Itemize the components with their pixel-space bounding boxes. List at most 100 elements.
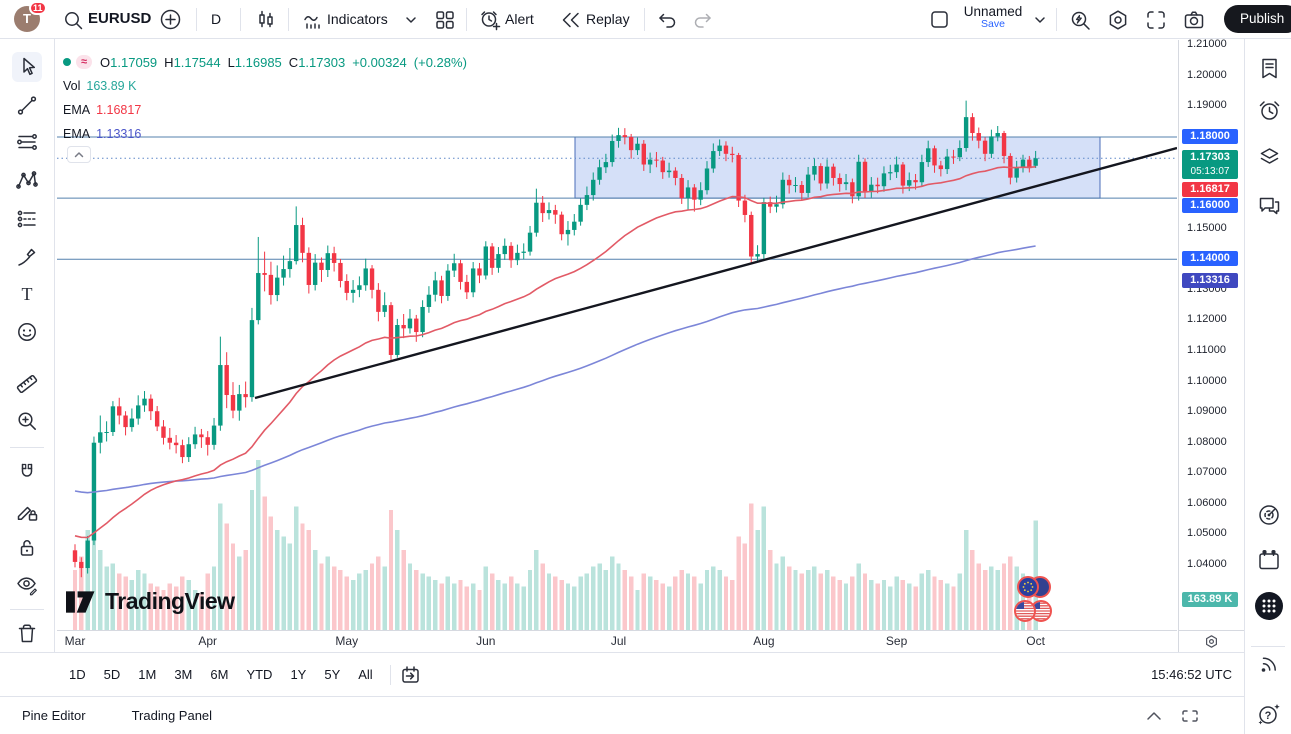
volume-label: Vol <box>63 79 81 93</box>
symbol-search-button[interactable]: EURUSD <box>88 10 152 27</box>
panel-collapse-chevron-icon[interactable] <box>1144 708 1164 724</box>
utc-clock[interactable]: 15:46:52 UTC <box>1151 667 1232 682</box>
help-icon[interactable]: ? <box>1254 699 1284 729</box>
watchlist-icon[interactable] <box>1254 53 1284 83</box>
price-axis-label: 1.05000 <box>1187 527 1227 540</box>
series-status-dot <box>63 58 71 66</box>
legend-ohlc-row[interactable]: ≈ O 1.17059 H 1.17544 L 1.16985 C 1.1730… <box>63 50 474 74</box>
layout-grid-icon[interactable] <box>433 8 456 31</box>
price-badge-current-price: 1.17303 05:13:07 <box>1182 150 1238 179</box>
tradingview-watermark: TradingView <box>66 588 235 615</box>
time-axis-month-mar: Mar <box>64 634 86 648</box>
projection-tool-icon[interactable] <box>12 204 42 234</box>
price-axis-label: 1.04000 <box>1187 557 1227 570</box>
replay-button[interactable]: Replay <box>586 11 630 27</box>
legend-collapse-button[interactable] <box>67 146 91 163</box>
brush-tool-icon[interactable] <box>12 242 42 272</box>
range-button-ytd[interactable]: YTD <box>246 667 273 682</box>
range-button-6m[interactable]: 6M <box>210 667 229 682</box>
indicators-button[interactable]: Indicators <box>327 11 388 27</box>
time-axis[interactable]: Mar Apr May Jun Jul Aug Sep Oct <box>57 630 1177 652</box>
time-axis-month-aug: Aug <box>753 634 775 648</box>
ema-slow-line[interactable] <box>74 245 1036 494</box>
economic-calendar-icon[interactable] <box>1254 546 1284 576</box>
compare-add-icon[interactable] <box>159 8 182 31</box>
price-axis-label: 1.20000 <box>1187 68 1227 81</box>
us-event-marker[interactable] <box>1014 600 1052 622</box>
remove-drawings-trash-icon[interactable] <box>12 619 42 649</box>
magnet-tool-icon[interactable] <box>12 458 42 488</box>
hide-drawings-eye-icon[interactable] <box>12 570 42 600</box>
screener-radar-icon[interactable] <box>1254 500 1284 530</box>
fib-retracement-tool-icon[interactable] <box>12 127 42 157</box>
cursor-tool-icon[interactable] <box>12 52 42 82</box>
price-axis-label: 1.10000 <box>1187 374 1227 387</box>
pine-editor-tab[interactable]: Pine Editor <box>22 708 86 723</box>
eu-event-marker[interactable] <box>1017 576 1051 598</box>
legend-volume-row[interactable]: Vol 163.89 K <box>63 74 474 98</box>
trendline-drawing[interactable] <box>254 146 1177 400</box>
volume-series <box>72 460 1038 630</box>
search-icon[interactable] <box>62 9 84 31</box>
alerts-panel-icon[interactable] <box>1254 95 1284 125</box>
chat-icon[interactable] <box>1254 190 1284 220</box>
zoom-in-tool-icon[interactable] <box>12 406 42 436</box>
range-button-3m[interactable]: 3M <box>174 667 193 682</box>
legend-ema-fast-row[interactable]: EMA 1.16817 <box>63 98 474 122</box>
alert-button[interactable]: Alert <box>505 11 534 27</box>
undo-icon[interactable] <box>656 10 678 30</box>
fullscreen-icon[interactable] <box>1144 8 1168 32</box>
quick-search-icon[interactable] <box>1068 8 1092 32</box>
interval-button[interactable]: D <box>211 11 222 27</box>
price-axis-label: 1.11000 <box>1187 343 1226 356</box>
range-button-1m[interactable]: 1M <box>138 667 157 682</box>
high-label: H <box>164 54 174 70</box>
legend-ema-slow-row[interactable]: EMA 1.13316 <box>63 122 474 146</box>
range-button-5d[interactable]: 5D <box>103 667 121 682</box>
pattern-tool-icon[interactable] <box>12 165 42 195</box>
measure-tool-icon[interactable] <box>12 369 42 399</box>
range-button-5y[interactable]: 5Y <box>324 667 341 682</box>
price-axis[interactable]: 1.21000 1.20000 1.19000 1.15000 1.13000 1.120… <box>1178 38 1244 652</box>
drawing-mode-lock-icon[interactable] <box>12 496 42 526</box>
chart-type-icon[interactable] <box>254 8 277 31</box>
footer-bar: Pine Editor Trading Panel <box>0 696 1244 734</box>
svg-text:T: T <box>22 284 33 304</box>
go-to-date-icon[interactable] <box>399 664 421 686</box>
time-axis-month-jun: Jun <box>476 634 496 648</box>
high-value: 1.17544 <box>173 54 221 70</box>
price-axis-settings-gear-icon[interactable] <box>1204 634 1219 649</box>
lock-all-drawings-icon[interactable] <box>12 533 42 563</box>
chart-pane[interactable] <box>57 40 1177 630</box>
range-button-1y[interactable]: 1Y <box>290 667 307 682</box>
price-axis-label: 1.15000 <box>1187 221 1227 234</box>
redo-icon[interactable] <box>692 10 714 30</box>
camera-snapshot-icon[interactable] <box>1182 8 1206 32</box>
apps-grid-icon[interactable] <box>1254 591 1284 621</box>
layout-save-button[interactable]: Unnamed Save <box>957 4 1029 30</box>
range-button-1d[interactable]: 1D <box>69 667 86 682</box>
settings-gear-icon[interactable] <box>1106 8 1130 32</box>
price-axis-label: 1.08000 <box>1187 435 1227 448</box>
save-label[interactable]: Save <box>981 18 1005 30</box>
range-button-all[interactable]: All <box>358 667 373 682</box>
close-label: C <box>288 54 299 70</box>
indicator-templates-chevron-icon[interactable] <box>404 14 418 26</box>
trend-line-tool-icon[interactable] <box>12 90 42 120</box>
layout-square-icon[interactable] <box>928 8 951 31</box>
object-tree-layers-icon[interactable] <box>1254 142 1284 172</box>
time-axis-month-may: May <box>335 634 359 648</box>
layout-chevron-icon[interactable] <box>1033 14 1047 26</box>
low-label: L <box>227 54 235 70</box>
streams-broadcast-icon[interactable] <box>1254 649 1284 679</box>
indicators-icon <box>302 9 324 31</box>
price-axis-label: 1.21000 <box>1187 38 1227 51</box>
panel-maximize-icon[interactable] <box>1180 707 1200 725</box>
text-tool-icon[interactable]: T <box>12 279 42 309</box>
ema-fast-line[interactable] <box>74 166 1036 539</box>
emoji-tool-icon[interactable] <box>12 317 42 347</box>
close-value: 1.17303 <box>298 54 346 70</box>
low-value: 1.16985 <box>234 54 282 70</box>
trading-panel-tab[interactable]: Trading Panel <box>131 708 213 723</box>
publish-button[interactable]: Publish <box>1224 5 1291 33</box>
